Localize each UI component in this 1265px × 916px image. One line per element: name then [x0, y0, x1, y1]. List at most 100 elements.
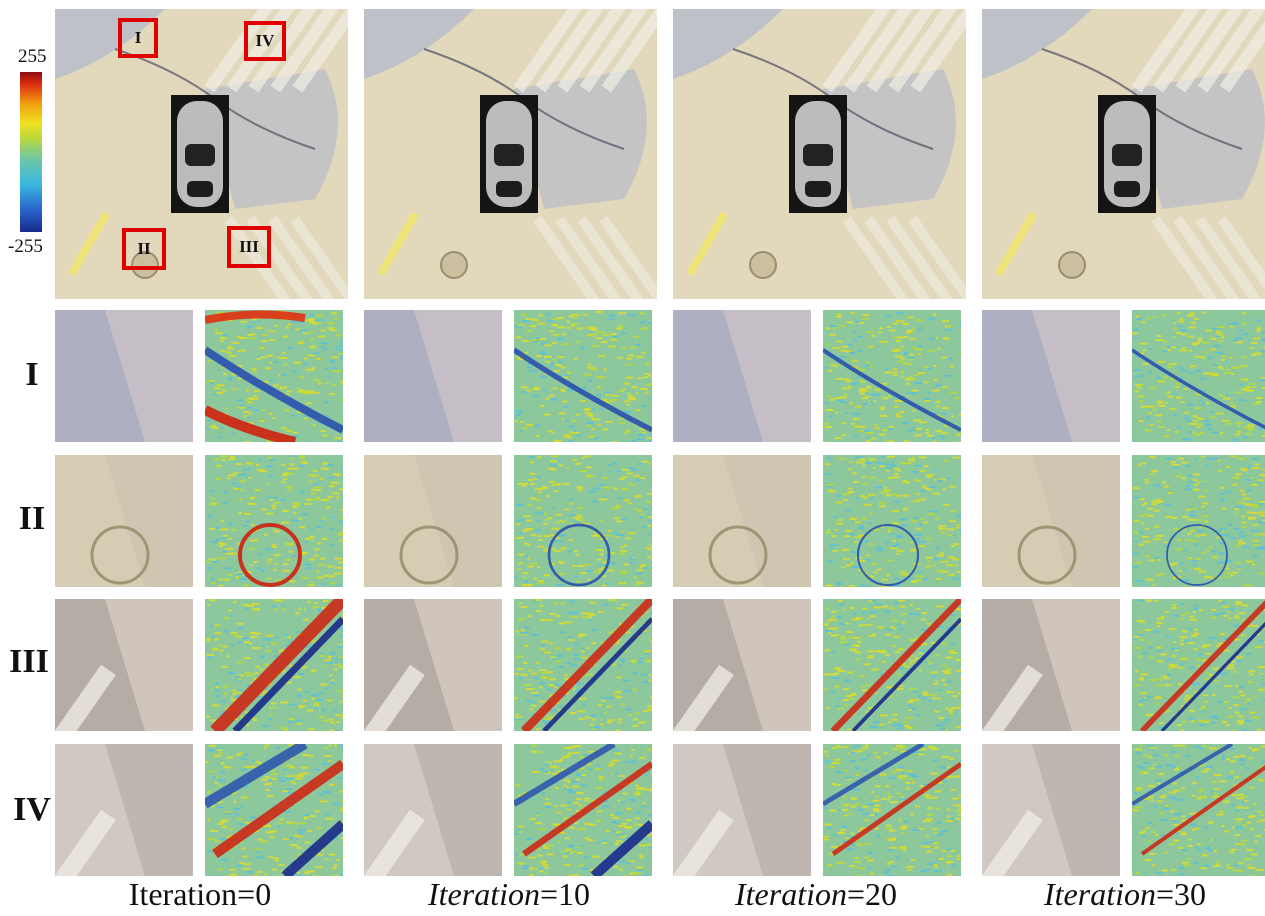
crop-image — [982, 599, 1120, 731]
diffmap-image — [205, 455, 343, 587]
row-label-iii: III — [9, 643, 49, 680]
crop-image — [364, 455, 502, 587]
crop-image — [364, 744, 502, 876]
scene-panel-2 — [673, 9, 966, 299]
crop-image — [673, 455, 811, 587]
diffmap-image — [823, 599, 961, 731]
caption-iteration-20: Iteration=20 — [671, 876, 961, 913]
crop-r3-c1 — [364, 744, 502, 876]
crop-image — [673, 599, 811, 731]
diffmap-image — [1132, 744, 1265, 876]
colorbar-min-label: -255 — [8, 236, 43, 257]
diffmap-image — [514, 599, 652, 731]
diffmap-r2-c3 — [1132, 599, 1265, 731]
crop-r2-c2 — [673, 599, 811, 731]
row-label-i: I — [25, 356, 39, 393]
crop-r1-c1 — [364, 455, 502, 587]
diffmap-image — [514, 310, 652, 442]
diffmap-image — [823, 455, 961, 587]
diffmap-image — [1132, 599, 1265, 731]
diffmap-r0-c1 — [514, 310, 652, 442]
crop-r1-c2 — [673, 455, 811, 587]
caption-suffix-30: =30 — [1155, 876, 1207, 912]
crop-image — [673, 744, 811, 876]
roi-box-iv: IV — [244, 21, 286, 61]
roi-box-i: I — [118, 18, 158, 58]
caption-prefix-0: Iteration — [128, 876, 238, 912]
roi-label-iii: III — [239, 237, 259, 256]
diffmap-r3-c3 — [1132, 744, 1265, 876]
diffmap-image — [514, 744, 652, 876]
diffmap-r3-c2 — [823, 744, 961, 876]
diffmap-image — [1132, 310, 1265, 442]
diffmap-r2-c0 — [205, 599, 343, 731]
crop-image — [982, 455, 1120, 587]
diffmap-image — [205, 599, 343, 731]
colorbar-gradient — [20, 72, 42, 232]
crop-image — [55, 599, 193, 731]
caption-iteration-30: Iteration=30 — [980, 876, 1265, 913]
row-label-iv: IV — [13, 791, 51, 828]
scene-image — [673, 9, 966, 299]
caption-suffix-0: =0 — [237, 876, 272, 912]
crop-r3-c0 — [55, 744, 193, 876]
row-label-ii: II — [18, 500, 46, 537]
crop-image — [982, 310, 1120, 442]
crop-r2-c0 — [55, 599, 193, 731]
diffmap-r2-c2 — [823, 599, 961, 731]
diffmap-image — [823, 310, 961, 442]
crop-image — [673, 310, 811, 442]
roi-box-ii: II — [122, 228, 166, 270]
diffmap-image — [514, 455, 652, 587]
diffmap-r0-c3 — [1132, 310, 1265, 442]
crop-image — [55, 310, 193, 442]
scene-image — [982, 9, 1265, 299]
crop-r1-c3 — [982, 455, 1120, 587]
caption-iteration-0: Iteration=0 — [55, 876, 345, 913]
crop-image — [364, 310, 502, 442]
diffmap-image — [823, 744, 961, 876]
colorbar — [20, 72, 42, 232]
crop-r1-c0 — [55, 455, 193, 587]
crop-r0-c0 — [55, 310, 193, 442]
roi-label-ii: II — [137, 239, 151, 258]
diffmap-r1-c3 — [1132, 455, 1265, 587]
crop-r2-c1 — [364, 599, 502, 731]
diffmap-r0-c0 — [205, 310, 343, 442]
diffmap-r1-c2 — [823, 455, 961, 587]
crop-r0-c1 — [364, 310, 502, 442]
caption-prefix-20: Iteration — [734, 876, 847, 912]
caption-suffix-10: =10 — [539, 876, 591, 912]
crop-image — [982, 744, 1120, 876]
diffmap-r1-c1 — [514, 455, 652, 587]
diffmap-image — [1132, 455, 1265, 587]
diffmap-r1-c0 — [205, 455, 343, 587]
caption-iteration-10: Iteration=10 — [364, 876, 654, 913]
diffmap-r3-c0 — [205, 744, 343, 876]
diffmap-image — [205, 744, 343, 876]
diffmap-r3-c1 — [514, 744, 652, 876]
scene-panel-0 — [55, 9, 348, 299]
diffmap-r0-c2 — [823, 310, 961, 442]
diffmap-r2-c1 — [514, 599, 652, 731]
scene-image — [364, 9, 657, 299]
crop-r3-c2 — [673, 744, 811, 876]
colorbar-max-label: 255 — [18, 46, 47, 67]
crop-r2-c3 — [982, 599, 1120, 731]
caption-prefix-10: Iteration — [427, 876, 540, 912]
crop-r0-c3 — [982, 310, 1120, 442]
diffmap-image — [205, 310, 343, 442]
caption-prefix-30: Iteration — [1043, 876, 1156, 912]
scene-panel-1 — [364, 9, 657, 299]
crop-r3-c3 — [982, 744, 1120, 876]
roi-label-i: I — [134, 28, 142, 47]
roi-box-iii: III — [227, 226, 271, 268]
caption-suffix-20: =20 — [846, 876, 898, 912]
scene-image — [55, 9, 348, 299]
roi-label-iv: IV — [255, 31, 275, 50]
scene-panel-3 — [982, 9, 1265, 299]
crop-image — [364, 599, 502, 731]
crop-image — [55, 744, 193, 876]
crop-image — [55, 455, 193, 587]
crop-r0-c2 — [673, 310, 811, 442]
